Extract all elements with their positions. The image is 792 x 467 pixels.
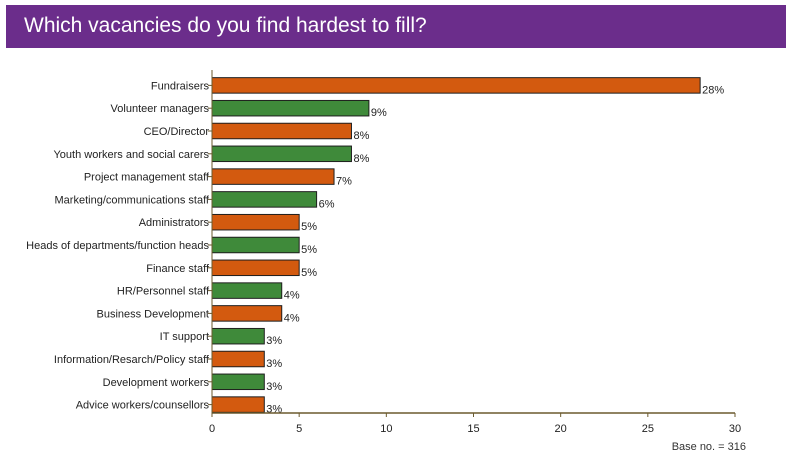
bar xyxy=(211,305,283,322)
value-label: 5% xyxy=(301,221,317,233)
category-label: CEO/Director xyxy=(144,126,210,138)
value-label: 5% xyxy=(301,244,317,256)
value-label: 7% xyxy=(336,176,352,188)
chart-title: Which vacancies do you find hardest to f… xyxy=(24,14,427,37)
bar xyxy=(211,236,300,254)
bar xyxy=(211,191,318,208)
bar xyxy=(211,213,300,231)
value-label: 5% xyxy=(301,267,317,279)
value-label: 3% xyxy=(266,335,282,347)
value-label: 4% xyxy=(284,312,300,324)
value-label: 6% xyxy=(319,198,335,210)
value-label: 3% xyxy=(266,358,282,370)
value-label: 9% xyxy=(371,107,387,119)
value-label: 8% xyxy=(353,130,369,142)
bar xyxy=(211,282,283,299)
bar xyxy=(211,145,352,163)
bar xyxy=(211,77,701,94)
value-label: 3% xyxy=(266,404,282,416)
x-tick-label: 25 xyxy=(642,423,654,435)
category-label: Information/Resarch/Policy staff xyxy=(54,354,210,366)
bar xyxy=(211,373,265,391)
category-label: Fundraisers xyxy=(151,80,210,92)
x-tick-label: 0 xyxy=(209,423,215,435)
bar xyxy=(211,350,265,368)
bar xyxy=(211,122,352,140)
value-label: 4% xyxy=(284,290,300,302)
x-tick-label: 5 xyxy=(296,423,302,435)
category-label: Administrators xyxy=(139,217,210,229)
bar xyxy=(211,396,265,413)
category-label: Advice workers/counsellors xyxy=(76,400,210,412)
value-label: 8% xyxy=(353,153,369,165)
bar xyxy=(211,259,300,277)
category-label: Business Development xyxy=(96,308,209,320)
x-tick-label: 10 xyxy=(380,423,392,435)
value-label: 28% xyxy=(702,84,724,96)
category-label: Volunteer managers xyxy=(111,103,210,115)
category-label: Finance staff xyxy=(146,263,210,275)
value-label: 3% xyxy=(266,381,282,393)
x-tick-label: 30 xyxy=(729,423,741,435)
category-label: HR/Personnel staff xyxy=(117,286,210,298)
bar xyxy=(211,168,335,185)
chart-header: Which vacancies do you find hardest to f… xyxy=(6,5,786,48)
bar xyxy=(211,327,265,345)
category-label: Heads of departments/function heads xyxy=(26,240,209,252)
category-label: Development workers xyxy=(103,377,210,389)
category-label: Youth workers and social carers xyxy=(53,149,209,161)
base-note: Base no. = 316 xyxy=(671,441,746,453)
category-label: IT support xyxy=(160,331,209,343)
x-tick-label: 20 xyxy=(555,423,567,435)
bar xyxy=(211,99,370,117)
category-label: Marketing/communications staff xyxy=(55,194,210,206)
x-tick-label: 15 xyxy=(467,423,479,435)
category-label: Project management staff xyxy=(84,172,210,184)
